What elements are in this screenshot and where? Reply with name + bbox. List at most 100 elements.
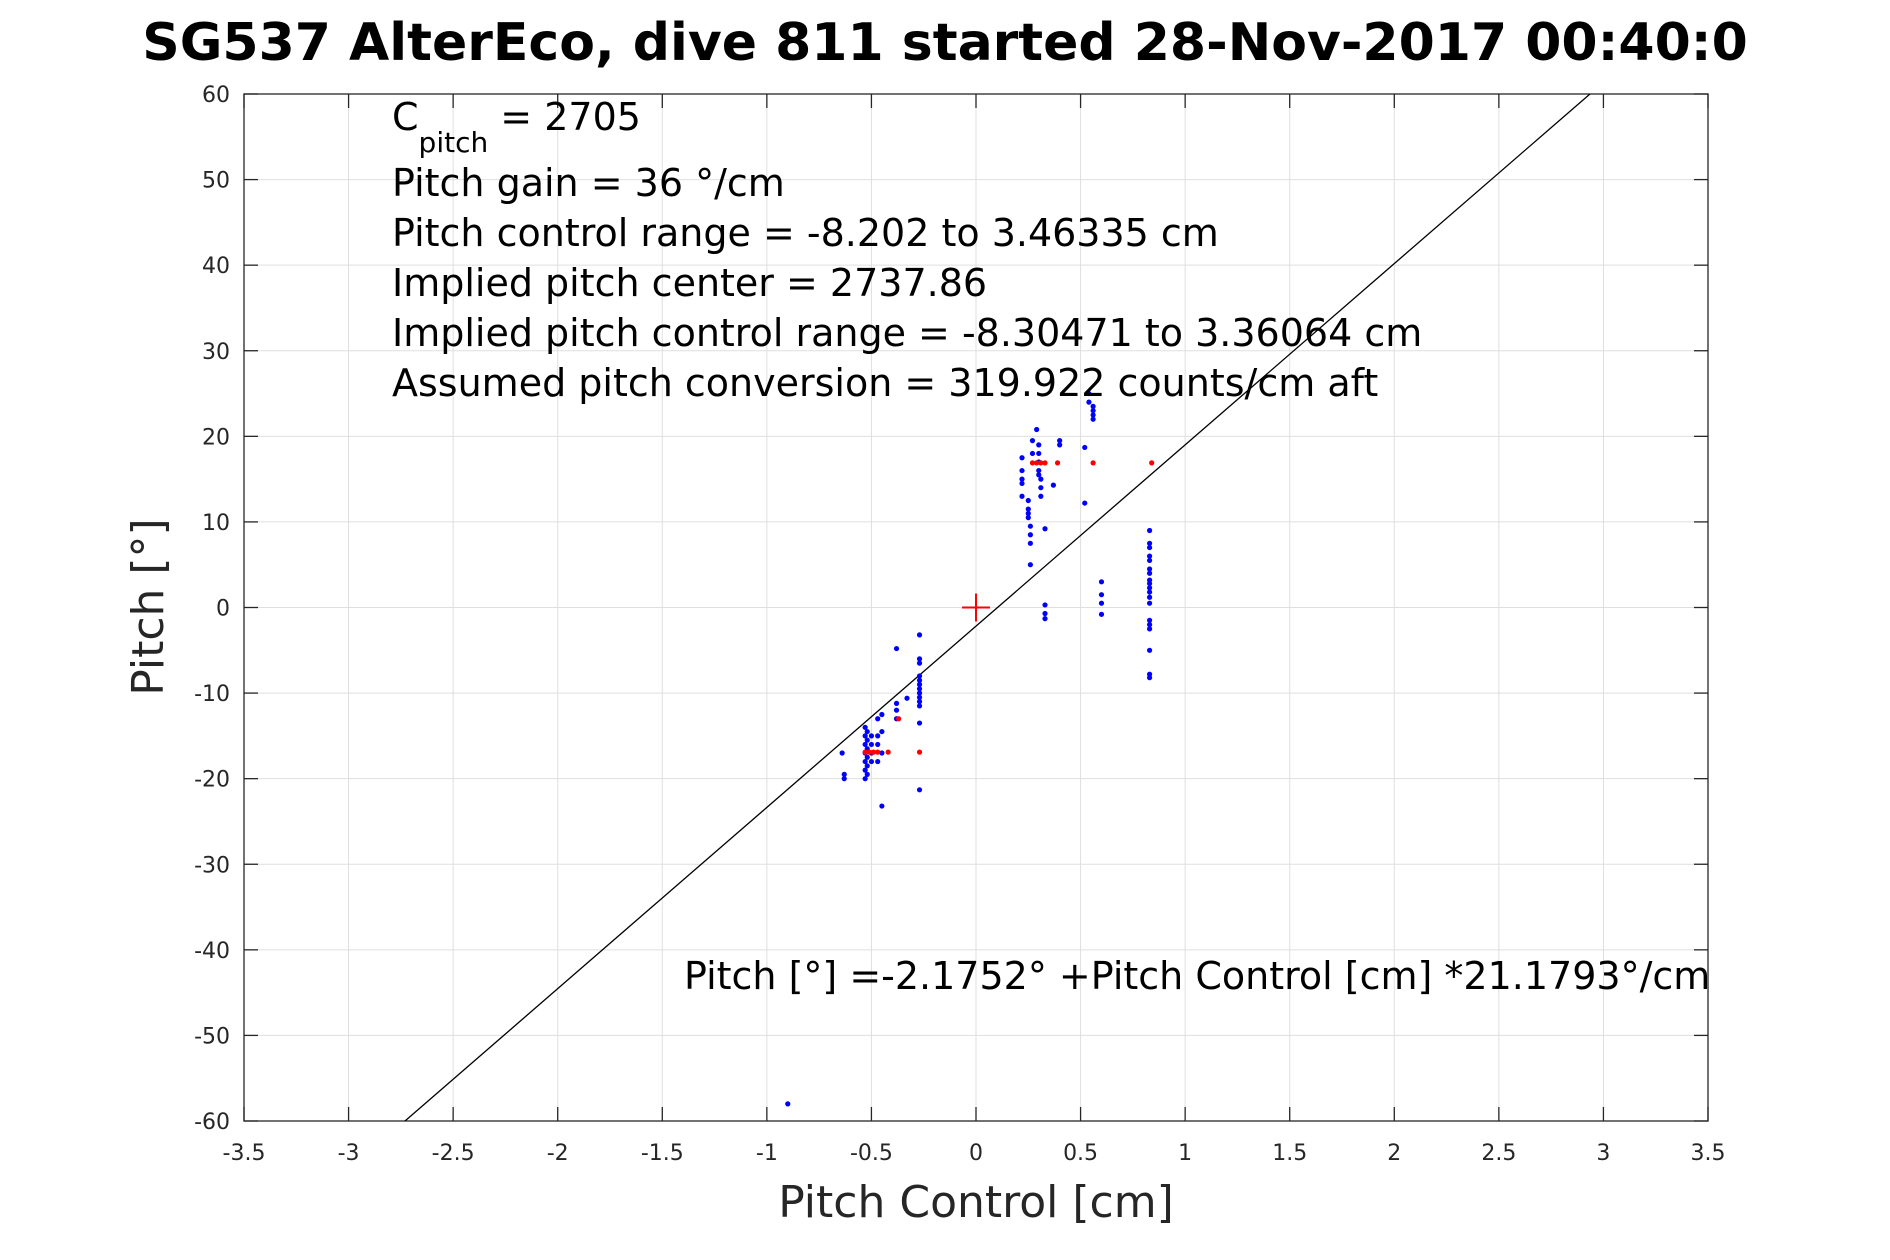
data-point [1038, 460, 1044, 466]
y-tick-label: -60 [194, 1110, 230, 1135]
x-tick-label: 2 [1387, 1141, 1401, 1166]
data-point [879, 750, 885, 756]
data-point [864, 763, 870, 769]
data-point [875, 733, 881, 739]
x-tick-label: 3.5 [1691, 1141, 1726, 1166]
data-point [916, 699, 923, 705]
data-point [862, 767, 868, 773]
data-point [1050, 482, 1056, 488]
x-tick-label: 1 [1178, 1141, 1192, 1166]
data-point [875, 741, 881, 748]
data-point [916, 787, 923, 793]
data-point [1098, 611, 1105, 617]
data-point [1027, 523, 1033, 529]
fit-equation-annotation: Pitch [°] =-2.1752° +Pitch Control [cm] … [684, 954, 1710, 998]
data-point [1034, 426, 1040, 433]
x-axis-title: Pitch Control [cm] [778, 1177, 1174, 1228]
data-point [875, 758, 881, 765]
data-point [1019, 467, 1025, 474]
implied-pitch-center-annotation: Implied pitch center = 2737.86 [392, 261, 987, 305]
fit-line [403, 94, 1591, 1121]
data-point [1019, 480, 1025, 487]
data-point [916, 677, 923, 683]
data-point [1146, 570, 1153, 576]
data-point [916, 632, 923, 638]
data-point [1042, 610, 1048, 617]
parameter-annotations: Cpitch = 2705 Pitch gain = 36 °/cm Pitch… [392, 95, 1422, 405]
data-point [1038, 493, 1044, 499]
implied-pitch-control-range-annotation: Implied pitch control range = -8.30471 t… [392, 311, 1422, 355]
data-point [1025, 510, 1031, 516]
y-tick-label: -30 [194, 853, 230, 878]
c-pitch-sub: pitch [419, 126, 489, 159]
x-tick-label: 2.5 [1481, 1141, 1516, 1166]
data-point [862, 741, 868, 748]
data-point [1146, 553, 1153, 559]
data-point [896, 716, 902, 722]
data-point [868, 733, 875, 739]
data-point [1098, 592, 1105, 598]
y-tick-label: 60 [202, 83, 230, 108]
data-point [1025, 506, 1031, 512]
data-point [1019, 455, 1025, 461]
data-point [839, 750, 845, 756]
x-tick-label: 3 [1596, 1141, 1610, 1166]
data-point [1146, 600, 1153, 606]
data-point [1042, 526, 1048, 532]
data-point [1034, 460, 1040, 466]
x-tick-label: -1 [756, 1141, 778, 1166]
y-tick-label: -10 [194, 682, 230, 707]
data-point [916, 681, 923, 688]
data-point [916, 749, 923, 755]
y-tick-label: -40 [194, 939, 230, 964]
data-point [916, 660, 923, 666]
y-tick-label: 20 [202, 425, 230, 450]
data-point [879, 728, 885, 735]
x-tick-label: -0.5 [850, 1141, 893, 1166]
data-point [1036, 467, 1042, 474]
x-tick-label: -3 [338, 1141, 360, 1166]
data-point [1090, 403, 1096, 409]
data-point [916, 656, 923, 662]
data-point [1019, 476, 1025, 482]
c-pitch-annotation: Cpitch = 2705 [392, 95, 641, 159]
data-point [916, 720, 923, 726]
data-point [1027, 562, 1033, 568]
data-point [1146, 544, 1153, 551]
y-tick-label: 10 [202, 511, 230, 536]
y-tick-label: 0 [216, 597, 230, 622]
data-point [916, 694, 923, 700]
y-tick-label: 30 [202, 340, 230, 365]
data-point [1042, 602, 1048, 608]
data-point [1038, 476, 1044, 482]
data-point [1146, 566, 1153, 572]
center-marker [962, 593, 990, 622]
data-point [1057, 438, 1063, 444]
data-point [1082, 500, 1088, 506]
data-point [904, 695, 910, 701]
data-point [1082, 444, 1088, 451]
data-point [1025, 515, 1031, 521]
data-point [862, 733, 868, 739]
data-point [868, 758, 875, 765]
data-point [1146, 675, 1153, 681]
pitch-gain-annotation: Pitch gain = 36 °/cm [392, 161, 785, 205]
data-point [864, 754, 870, 760]
data-point [862, 749, 868, 755]
data-point [868, 741, 875, 748]
data-point [916, 686, 923, 692]
data-point [879, 803, 885, 809]
data-point [841, 776, 847, 782]
data-point [1029, 438, 1036, 444]
data-point [1027, 532, 1033, 538]
data-point [785, 1101, 791, 1107]
data-point [893, 707, 900, 713]
data-point [1098, 600, 1105, 606]
data-point [1027, 540, 1033, 546]
data-point [1146, 589, 1153, 595]
data-point [864, 737, 870, 743]
data-point [916, 703, 923, 709]
data-point [916, 690, 923, 696]
data-point [875, 749, 881, 755]
assumed-pitch-conversion-annotation: Assumed pitch conversion = 319.922 count… [392, 361, 1378, 405]
